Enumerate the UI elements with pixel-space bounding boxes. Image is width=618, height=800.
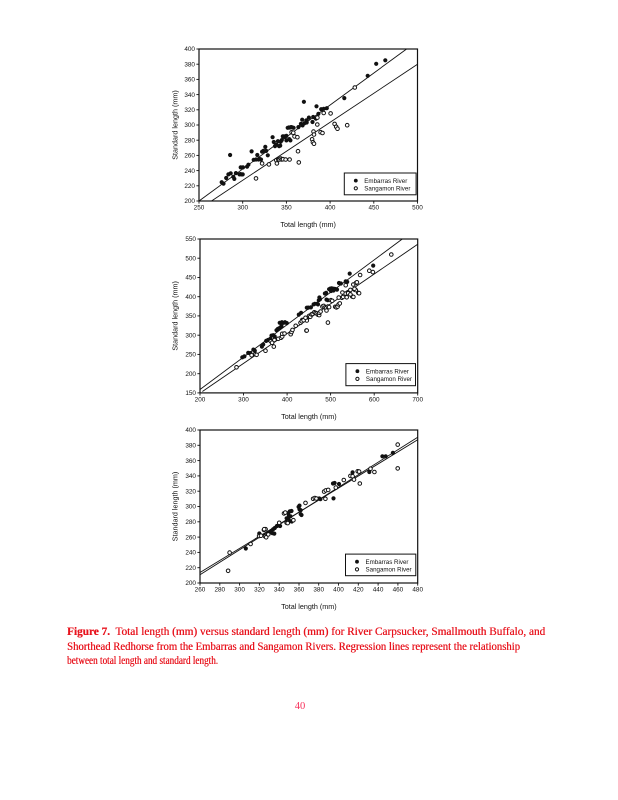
svg-text:280: 280 [214, 587, 225, 594]
svg-text:300: 300 [185, 332, 196, 339]
svg-text:300: 300 [237, 205, 248, 212]
svg-text:400: 400 [185, 294, 196, 301]
svg-text:200: 200 [185, 580, 196, 587]
svg-text:360: 360 [185, 458, 196, 465]
svg-text:300: 300 [184, 122, 195, 129]
svg-text:240: 240 [184, 168, 195, 175]
svg-text:380: 380 [184, 61, 195, 68]
svg-text:460: 460 [393, 587, 404, 594]
svg-text:360: 360 [184, 77, 195, 84]
svg-text:280: 280 [184, 137, 195, 144]
svg-text:500: 500 [412, 205, 423, 212]
svg-text:320: 320 [184, 107, 195, 114]
svg-text:300: 300 [234, 587, 245, 594]
svg-text:Standard length (mm): Standard length (mm) [171, 281, 180, 351]
svg-text:340: 340 [185, 473, 196, 480]
svg-text:Standard length (mm): Standard length (mm) [171, 90, 180, 160]
svg-text:260: 260 [185, 534, 196, 541]
svg-text:200: 200 [184, 198, 195, 205]
svg-text:300: 300 [185, 504, 196, 511]
svg-text:400: 400 [333, 587, 344, 594]
svg-text:200: 200 [185, 371, 196, 378]
svg-text:340: 340 [184, 92, 195, 99]
svg-text:480: 480 [412, 587, 423, 594]
svg-text:400: 400 [282, 397, 293, 404]
svg-text:Sangamon River: Sangamon River [364, 186, 410, 193]
svg-text:Standard length (mm): Standard length (mm) [171, 472, 180, 542]
svg-text:260: 260 [184, 153, 195, 160]
svg-text:260: 260 [195, 587, 206, 594]
svg-text:Embarras River: Embarras River [366, 368, 409, 375]
svg-text:600: 600 [369, 397, 380, 404]
svg-text:Embarras River: Embarras River [366, 559, 409, 566]
svg-text:420: 420 [353, 587, 364, 594]
svg-text:Total length (mm): Total length (mm) [281, 602, 337, 611]
svg-text:350: 350 [281, 205, 292, 212]
svg-text:Total length (mm): Total length (mm) [280, 220, 336, 229]
svg-text:Sangamon River: Sangamon River [366, 567, 412, 574]
svg-text:550: 550 [185, 236, 196, 243]
svg-text:Embarras River: Embarras River [364, 178, 407, 185]
svg-text:360: 360 [294, 587, 305, 594]
svg-text:440: 440 [373, 587, 384, 594]
svg-text:Total length (mm): Total length (mm) [281, 412, 337, 421]
svg-text:300: 300 [238, 397, 249, 404]
svg-text:450: 450 [185, 275, 196, 282]
svg-text:220: 220 [184, 183, 195, 190]
svg-text:400: 400 [185, 427, 196, 434]
svg-text:240: 240 [185, 550, 196, 557]
svg-text:220: 220 [185, 565, 196, 572]
svg-text:380: 380 [185, 443, 196, 450]
svg-text:Sangamon River: Sangamon River [366, 376, 412, 383]
svg-text:200: 200 [195, 397, 206, 404]
svg-text:450: 450 [368, 205, 379, 212]
svg-text:320: 320 [185, 488, 196, 495]
svg-text:340: 340 [274, 587, 285, 594]
svg-text:700: 700 [412, 397, 423, 404]
svg-text:400: 400 [184, 46, 195, 53]
svg-text:150: 150 [185, 390, 196, 397]
svg-text:250: 250 [194, 205, 205, 212]
svg-text:250: 250 [185, 352, 196, 359]
svg-text:500: 500 [185, 255, 196, 262]
svg-text:380: 380 [313, 587, 324, 594]
svg-text:280: 280 [185, 519, 196, 526]
svg-text:500: 500 [325, 397, 336, 404]
svg-text:320: 320 [254, 587, 265, 594]
svg-text:400: 400 [325, 205, 336, 212]
svg-text:350: 350 [185, 313, 196, 320]
